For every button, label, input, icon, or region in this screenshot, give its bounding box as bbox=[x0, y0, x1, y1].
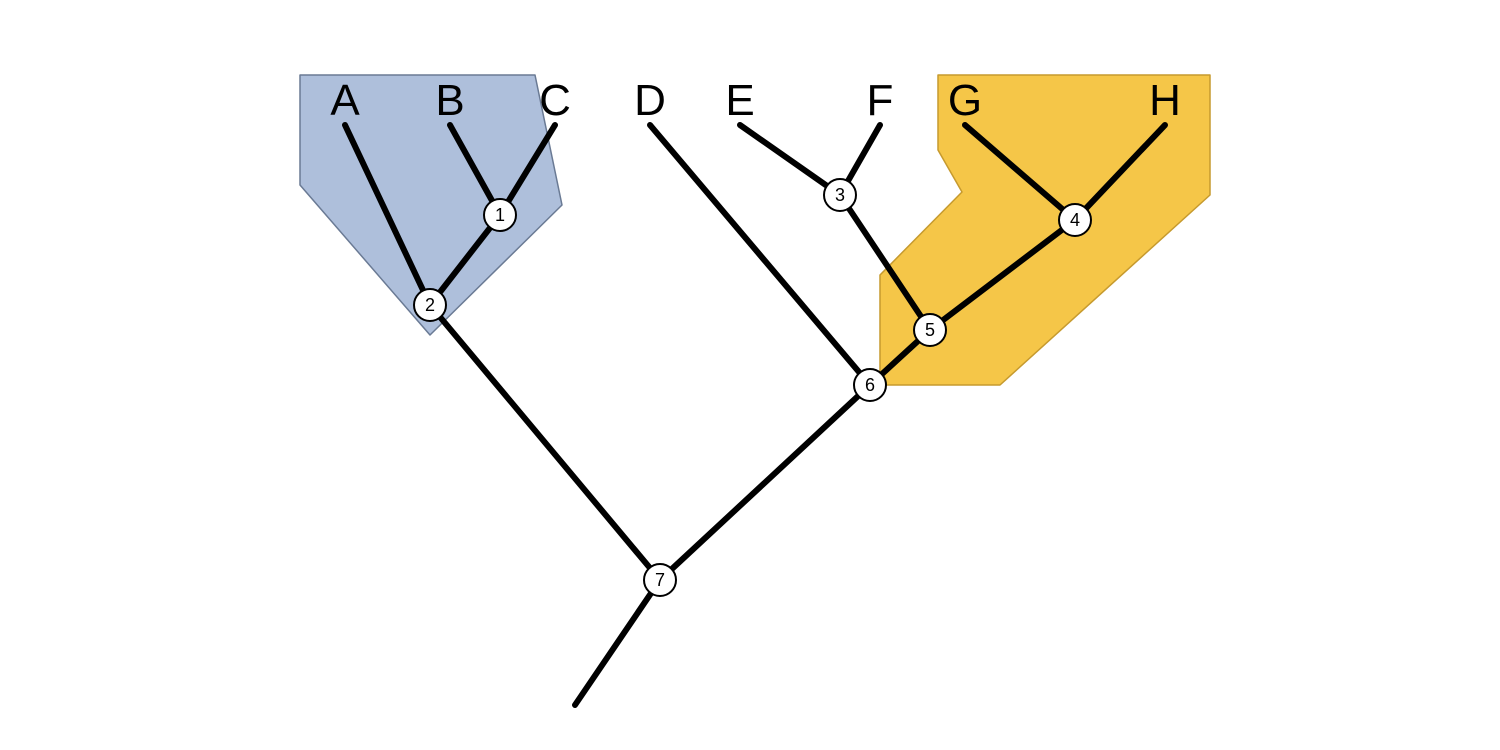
node-label-6: 6 bbox=[865, 375, 875, 395]
node-label-2: 2 bbox=[425, 295, 435, 315]
node-label-5: 5 bbox=[925, 320, 935, 340]
leaf-label-A: A bbox=[330, 76, 360, 125]
leaf-label-D: D bbox=[634, 76, 666, 125]
phylogenetic-tree-diagram: 1 2 3 4 5 6 7 A B C D E F G H bbox=[0, 0, 1500, 750]
leaf-label-G: G bbox=[948, 76, 982, 125]
leaf-label-B: B bbox=[435, 76, 464, 125]
leaf-label-F: F bbox=[867, 76, 894, 125]
node-label-1: 1 bbox=[495, 205, 505, 225]
node-label-4: 4 bbox=[1070, 210, 1080, 230]
leaf-label-C: C bbox=[539, 76, 571, 125]
node-label-3: 3 bbox=[835, 185, 845, 205]
leaf-label-H: H bbox=[1149, 76, 1181, 125]
node-label-7: 7 bbox=[655, 570, 665, 590]
leaf-label-E: E bbox=[725, 76, 754, 125]
